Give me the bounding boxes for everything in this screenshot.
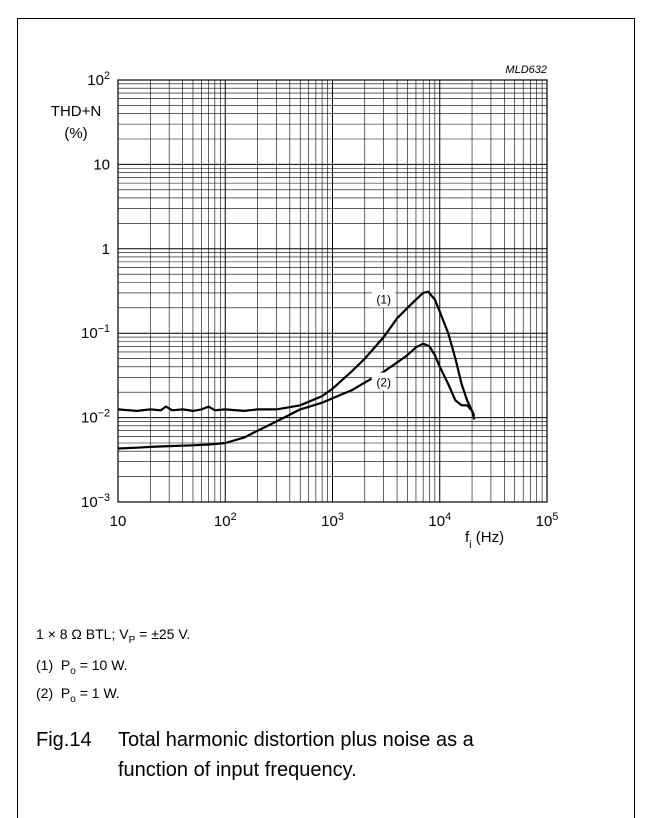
y-axis-label: THD+N bbox=[51, 103, 101, 120]
series-label-2: (2) bbox=[376, 376, 391, 390]
figure-number: Fig.14 bbox=[36, 729, 92, 751]
series-line-2 bbox=[117, 342, 476, 450]
x-axis-label: fi (Hz) bbox=[465, 529, 504, 551]
series-line-1 bbox=[117, 290, 476, 420]
series-label-1: (1) bbox=[376, 293, 391, 307]
y-tick-label: 10−1 bbox=[81, 323, 110, 342]
y-tick-label: 102 bbox=[87, 70, 110, 89]
caption-line-1: Total harmonic distortion plus noise as … bbox=[118, 729, 474, 751]
figure-frame bbox=[17, 18, 635, 818]
y-tick-label: 1 bbox=[102, 241, 110, 258]
grid bbox=[117, 80, 547, 503]
y-tick-label: 10−3 bbox=[81, 492, 110, 511]
y-axis-unit: (%) bbox=[64, 125, 87, 142]
test-conditions: 1 × 8 Ω BTL; VP = ±25 V. bbox=[36, 626, 191, 646]
figure-id-label: MLD632 bbox=[505, 64, 547, 76]
caption-line-2: function of input frequency. bbox=[118, 759, 357, 781]
note-series-2: (2) Po = 1 W. bbox=[36, 685, 120, 705]
note-series-1: (1) Po = 10 W. bbox=[36, 657, 128, 677]
y-tick-label: 10 bbox=[93, 156, 110, 173]
x-tick-label: 103 bbox=[321, 511, 344, 530]
x-tick-label: 102 bbox=[214, 511, 237, 530]
thd-chart: 10 102 103 104 105 102 10 1 10−1 10−2 10−3 THD+N (%)… bbox=[51, 64, 559, 551]
plot-border bbox=[117, 79, 548, 503]
series-label-bg-2 bbox=[371, 372, 396, 391]
x-tick-label: 104 bbox=[428, 511, 451, 530]
x-tick-label: 105 bbox=[536, 511, 559, 530]
y-tick-label: 10−2 bbox=[81, 408, 110, 427]
figure-caption: Fig.14 Total harmonic distortion plus noi… bbox=[36, 725, 474, 785]
series-label-bg-1 bbox=[371, 289, 396, 308]
x-tick-label: 10 bbox=[110, 513, 127, 530]
